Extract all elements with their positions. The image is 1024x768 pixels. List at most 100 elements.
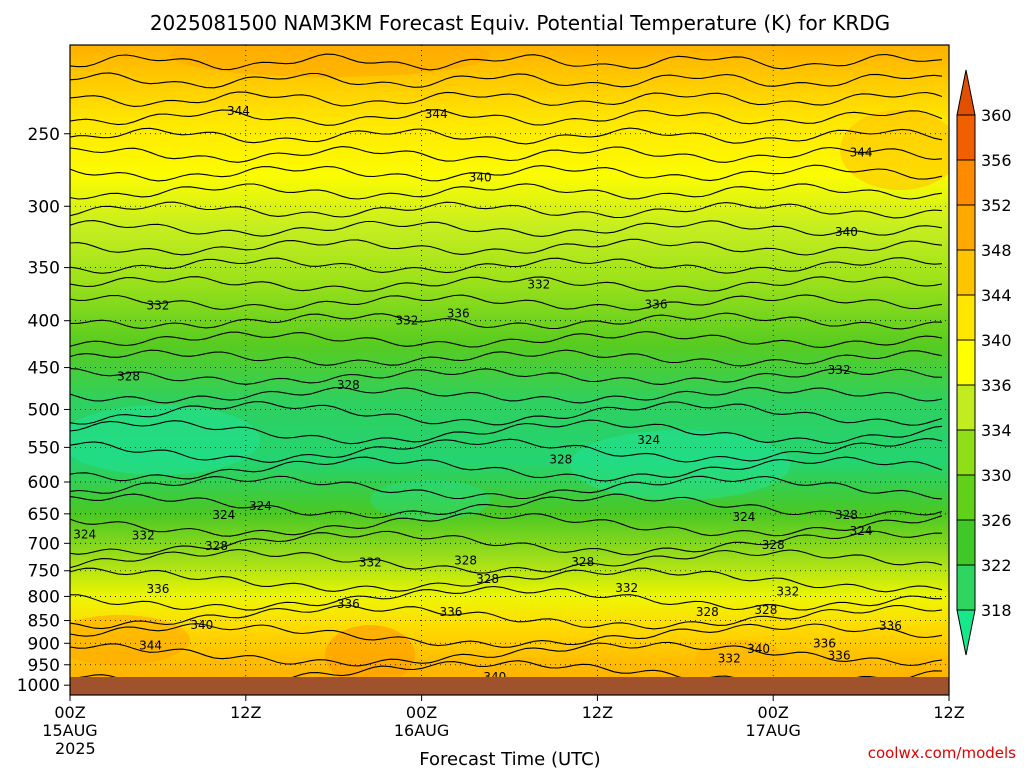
plot-area: 344 344 340 340 344 332 336 332 332 336 328 328 332 3… [70,45,949,695]
colorbar-segment [956,294,976,341]
contour-label: 328 [549,452,572,466]
y-tick-label: 600 [28,473,60,493]
contour-line [70,183,943,200]
x-axis-label: Forecast Time (UTC) [419,749,600,768]
y-tick-label: 1000 [17,676,60,696]
colorbar-segment [956,564,976,611]
contour-label: 332 [718,651,741,665]
contour-label: 324 [212,508,235,522]
contour-label: 324 [73,528,96,542]
x-tick-label: 00Z [54,703,85,722]
contour-line [70,368,943,385]
colorbar-segment [956,519,976,566]
contour-line [70,349,943,367]
colorbar-label: 340 [981,331,1012,350]
y-tick-label: 250 [28,125,60,145]
y-tick-label: 900 [28,634,60,654]
colorbar-label: 352 [981,196,1012,215]
contour-label: 328 [571,555,594,569]
contour-label: 328 [476,572,499,586]
y-tick-label: 500 [28,400,60,420]
y-tick-label: 750 [28,562,60,582]
contour-line [70,53,943,71]
contour-label: 332 [359,556,382,570]
y-tick-label: 550 [28,438,60,458]
contour-label: 336 [813,636,836,650]
y-tick-label: 650 [28,505,60,525]
warm-core-lower-right [695,640,785,680]
theta-field [70,45,949,695]
contour-label: 332 [527,277,550,291]
colorbar-label: 326 [981,511,1012,530]
colorbar-max-triangle [956,69,976,116]
colorbar-min-triangle [956,609,976,656]
y-tick-label: 800 [28,587,60,607]
x-tick-label: 12Z [582,703,613,722]
contour-line [70,493,943,519]
contour-line [70,604,943,630]
contour-label: 344 [425,107,448,121]
chart-title: 2025081500 NAM3KM Forecast Equiv. Potent… [150,11,890,35]
y-tick-label: 950 [28,656,60,676]
contour-line [70,312,943,330]
contour-line [70,438,943,463]
contour-label: 336 [645,297,668,311]
contour-line [70,294,943,311]
contour-label: 324 [850,524,873,538]
contour-label: 340 [469,170,492,184]
x-tick-date: 15AUG [42,721,97,740]
y-tick-label: 350 [28,259,60,279]
contour-line [70,201,943,219]
contour-line [70,127,943,145]
contour-label: 336 [146,582,169,596]
y-tick-label: 850 [28,612,60,632]
y-axis: 2503003504004505005506006507007508008509… [17,125,70,696]
warm-core-lower-left [70,615,190,665]
contour-line [70,475,943,500]
contour-line [70,238,943,256]
colorbar-segment [956,429,976,476]
colorbar-segment [956,204,976,251]
contour-line [70,512,943,537]
colorbar-label: 336 [981,376,1012,395]
colorbar-label: 318 [981,601,1012,620]
x-tick-date: 17AUG [745,721,800,740]
x-tick-year: 2025 [55,739,96,758]
contour-line [70,220,943,237]
contour-label: 328 [762,538,785,552]
y-tick-label: 450 [28,359,60,379]
colorbar-segment [956,249,976,296]
colorbar-segment [956,384,976,431]
colorbar-segment [956,159,976,206]
contour-line [70,548,943,574]
y-tick-label: 400 [28,312,60,332]
contour-line [70,419,943,445]
contour-label: 332 [828,363,851,377]
contour-label: 336 [828,648,851,662]
colorbar-segment [956,474,976,521]
contour-line [70,456,943,482]
contour-label: 324 [249,499,272,513]
contour-label: 340 [835,225,858,239]
contour-label: 344 [227,104,250,118]
footer-credit[interactable]: coolwx.com/models [868,744,1016,762]
contour-line [70,164,943,182]
contour-label: 328 [117,369,140,383]
contour-line [70,530,942,556]
contour-line [70,585,942,611]
contour-label: 328 [835,508,858,522]
contour-line [70,386,943,404]
contour-label: 328 [696,605,719,619]
x-tick-label: 12Z [933,703,964,722]
colorbar-label: 322 [981,556,1012,575]
contour-labels: 344 344 340 340 344 332 336 332 332 336 328 328 332 3… [73,104,902,694]
colorbar-label: 334 [981,421,1012,440]
contour-line [70,257,943,274]
contour-line [70,567,943,593]
y-tick-label: 700 [28,534,60,554]
contour-label: 332 [146,299,169,313]
contour-label: 328 [337,378,360,392]
contour-label: 340 [190,618,213,632]
contour-line [70,623,943,648]
